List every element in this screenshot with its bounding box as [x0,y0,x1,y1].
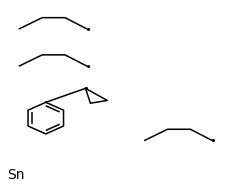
Text: Sn: Sn [7,168,25,182]
